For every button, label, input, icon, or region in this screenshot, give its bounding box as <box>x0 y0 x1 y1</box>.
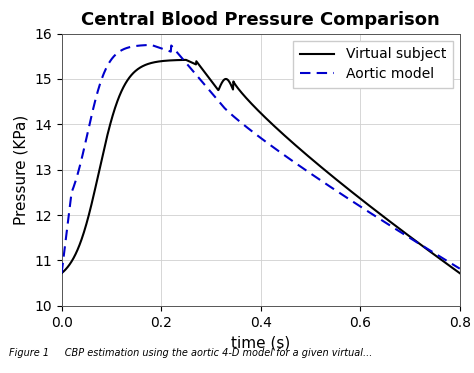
Legend: Virtual subject, Aortic model: Virtual subject, Aortic model <box>293 41 453 88</box>
Title: Central Blood Pressure Comparison: Central Blood Pressure Comparison <box>82 11 440 29</box>
Y-axis label: Pressure (KPa): Pressure (KPa) <box>14 115 28 225</box>
X-axis label: time (s): time (s) <box>231 335 290 350</box>
Text: Figure 1     CBP estimation using the aortic 4-D model for a given virtual...: Figure 1 CBP estimation using the aortic… <box>9 348 373 358</box>
